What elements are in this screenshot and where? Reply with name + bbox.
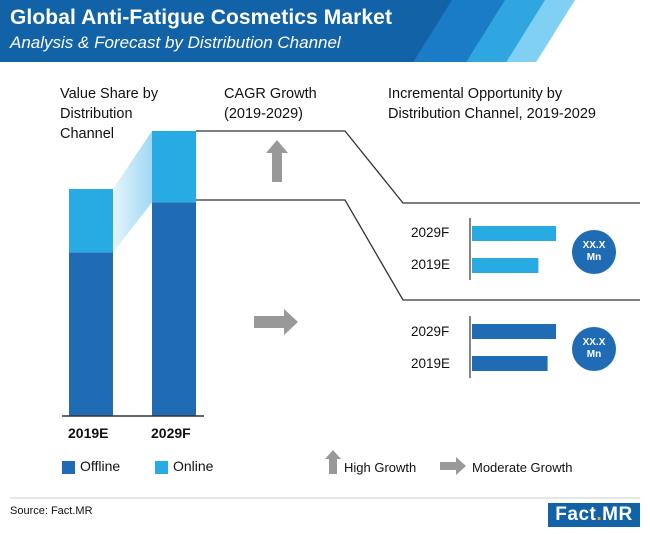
incremental-label: Incremental Opportunity by Distribution …	[388, 86, 596, 122]
moderate-growth-arrow-icon	[254, 309, 298, 335]
tick-label-2019e: 2019E	[68, 425, 109, 441]
page-title: Global Anti-Fatigue Cosmetics Market	[10, 6, 393, 29]
cagr-label: CAGR Growth (2019-2029)	[224, 86, 317, 122]
online-2019e-label: 2019E	[411, 257, 451, 272]
online-value-badge: XX.X Mn	[572, 230, 616, 274]
offline-2029f-label: 2029F	[411, 324, 450, 339]
legend-offline-label: Offline	[80, 458, 121, 474]
offline-2019e-label: 2019E	[411, 356, 451, 371]
bar-offline-2019e	[69, 252, 113, 416]
bar-offline-2019e-incremental	[472, 356, 548, 371]
legend-moderate-growth-label: Moderate Growth	[472, 460, 573, 475]
bar-online-2029f	[152, 131, 196, 203]
badge-value: XX.X	[582, 337, 606, 348]
high-growth-arrow-icon	[266, 140, 288, 182]
bar-offline-2029f-incremental	[472, 324, 556, 339]
bar-online-2019e-incremental	[472, 258, 539, 273]
tick-label-2029f: 2029F	[151, 425, 191, 441]
bar-connector	[113, 131, 152, 253]
source-note: Source: Fact.MR	[10, 505, 93, 517]
legend-right-arrow-icon	[440, 457, 466, 475]
page-subtitle: Analysis & Forecast by Distribution Chan…	[10, 33, 341, 52]
bar-online-2019e	[69, 189, 113, 253]
bar-offline-2029f	[152, 202, 196, 416]
legend-online-label: Online	[173, 458, 214, 474]
factmr-logo: Fact.MR	[548, 503, 640, 527]
online-2029f-label: 2029F	[411, 225, 450, 240]
badge-unit: Mn	[586, 349, 602, 360]
flow-line-bottom	[196, 199, 640, 301]
legend-offline-swatch	[62, 461, 75, 474]
legend-up-arrow-icon	[325, 450, 341, 474]
bar-online-2029f-incremental	[472, 226, 556, 241]
legend-online-swatch	[155, 461, 168, 474]
badge-unit: Mn	[586, 252, 602, 263]
value-share-label: Value Share by Distribution Channel	[60, 86, 159, 142]
badge-value: XX.X	[582, 240, 606, 251]
flow-line-top	[196, 130, 640, 204]
legend-high-growth-label: High Growth	[344, 460, 417, 475]
header-banner: Global Anti-Fatigue Cosmetics Market Ana…	[0, 0, 650, 62]
offline-value-badge: XX.X Mn	[572, 327, 616, 371]
